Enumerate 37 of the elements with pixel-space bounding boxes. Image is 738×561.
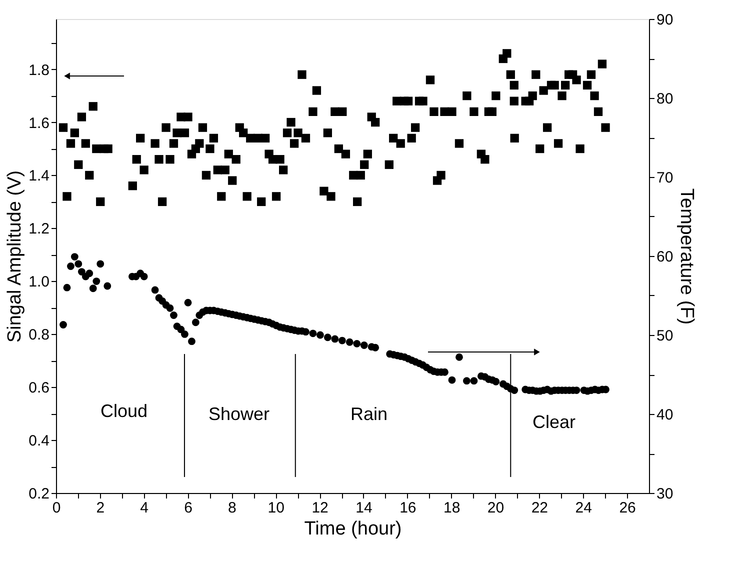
x-tick-label: 2: [96, 500, 105, 516]
y2-tick-label: 80: [656, 90, 674, 108]
x-tick-label: 0: [52, 500, 61, 516]
annotation: Rain: [350, 404, 388, 424]
y-tick-label: 0.6: [28, 380, 50, 397]
annotation: Cloud: [100, 401, 148, 421]
x-axis-title: Time (hour): [304, 518, 402, 540]
y-tick-label: 0.2: [28, 486, 50, 502]
x-tick-label: 26: [619, 500, 636, 516]
y2-tick-label: 30: [656, 486, 674, 502]
x-tick-label: 12: [312, 500, 328, 516]
x-tick-label: 14: [356, 500, 372, 516]
x-tick-label: 20: [487, 500, 504, 516]
y-tick-label: 0.4: [28, 432, 50, 450]
y2-tick-label: 60: [656, 248, 674, 266]
x-tick-label: 24: [575, 500, 592, 516]
y2-tick-label: 50: [656, 328, 674, 344]
annotation: Shower: [208, 404, 270, 424]
y2-tick-label: 40: [656, 406, 674, 424]
y-tick-label: 1.6: [28, 114, 50, 132]
x-tick-label: 4: [140, 500, 149, 516]
x-tick-label: 22: [531, 500, 548, 516]
y-tick-label: 1.2: [28, 220, 50, 238]
x-tick-label: 8: [228, 500, 236, 516]
y2-tick-label: 90: [656, 12, 674, 28]
y2-axis-title: Temperature (F): [676, 188, 698, 325]
y2-tick-label: 70: [656, 170, 674, 186]
y-tick-label: 0.8: [28, 326, 50, 344]
x-tick-label: 16: [400, 500, 416, 516]
x-tick-label: 6: [184, 500, 192, 516]
y-tick-label: 1.0: [28, 274, 50, 291]
y-axis-title: Singal Amplitude (V): [4, 170, 26, 343]
x-tick-label: 18: [443, 500, 460, 516]
y-tick-label: 1.8: [28, 62, 50, 79]
annotation: Clear: [532, 412, 576, 432]
y-tick-label: 1.4: [28, 168, 50, 185]
x-tick-label: 10: [268, 500, 284, 516]
